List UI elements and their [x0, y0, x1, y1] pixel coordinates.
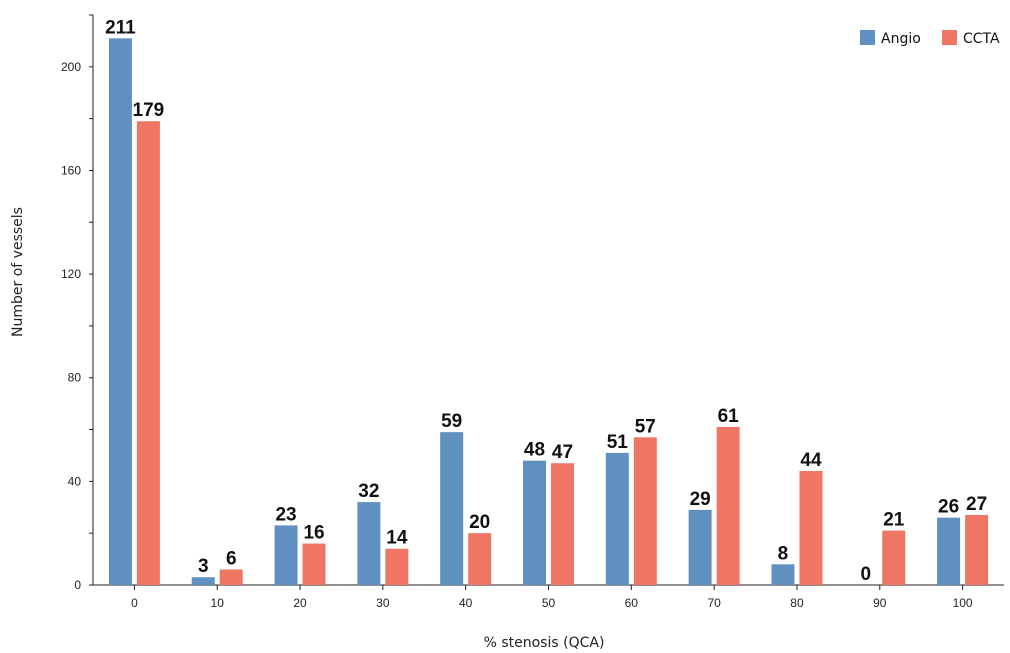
data-label-ccta-10: 6: [226, 548, 237, 569]
bar-ccta-80: [799, 471, 823, 585]
data-label-ccta-30: 14: [386, 528, 408, 549]
legend-label-angio: Angio: [881, 31, 921, 47]
data-label-angio-30: 32: [358, 481, 379, 502]
data-label-ccta-100: 27: [966, 494, 987, 515]
data-label-ccta-60: 57: [635, 416, 656, 437]
bar-ccta-20: [302, 543, 326, 585]
data-label-ccta-80: 44: [800, 450, 822, 471]
y-tick-label: 120: [61, 267, 81, 281]
x-tick-label: 100: [953, 596, 973, 610]
x-tick-label: 10: [211, 596, 225, 610]
bar-angio-10: [191, 577, 215, 585]
y-tick-label: 0: [74, 578, 81, 592]
bar-ccta-60: [633, 437, 657, 585]
bar-ccta-90: [882, 530, 906, 585]
legend: Angio CCTA: [860, 30, 1000, 47]
y-axis-title: Number of vessels: [10, 207, 26, 337]
data-label-angio-80: 8: [778, 543, 789, 564]
y-tick-label: 160: [61, 163, 81, 177]
x-axis: 0 10 20 30 40 50 60 70 80 90 100: [93, 584, 1004, 610]
bar-angio-100: [937, 517, 961, 585]
data-label-angio-100: 26: [938, 497, 959, 518]
data-label-ccta-0: 179: [133, 100, 165, 121]
x-tick-label: 0: [131, 596, 138, 610]
legend-label-ccta: CCTA: [963, 31, 1000, 47]
x-tick-label: 90: [873, 596, 887, 610]
x-tick-label: 80: [790, 596, 804, 610]
data-label-angio-90: 0: [860, 564, 871, 585]
y-tick-label: 40: [68, 474, 82, 488]
data-label-angio-60: 51: [607, 432, 629, 453]
bar-ccta-70: [716, 426, 740, 585]
data-label-ccta-70: 61: [718, 406, 740, 427]
data-label-angio-70: 29: [690, 489, 711, 510]
y-tick-label: 80: [68, 371, 82, 385]
data-label-ccta-50: 47: [552, 442, 573, 463]
data-label-angio-20: 23: [275, 504, 296, 525]
bar-angio-70: [688, 509, 712, 585]
y-axis: 0 40 80 120 160 200: [61, 14, 94, 592]
data-label-angio-10: 3: [198, 556, 209, 577]
x-tick-label: 60: [625, 596, 639, 610]
bar-angio-30: [357, 502, 381, 585]
bar-angio-20: [274, 525, 298, 585]
x-tick-label: 70: [707, 596, 721, 610]
data-label-angio-40: 59: [441, 411, 462, 432]
data-label-ccta-90: 21: [883, 510, 905, 531]
x-tick-label: 50: [542, 596, 556, 610]
x-tick-label: 20: [293, 596, 307, 610]
data-labels: 211 179 3 6 23 16 32 14 59 20 48 47 51 57 29 61 8 44 0 21 26…: [105, 17, 987, 585]
bars: [108, 38, 989, 586]
bar-angio-50: [523, 460, 546, 585]
data-label-ccta-40: 20: [469, 512, 490, 533]
x-axis-title: % stenosis (QCA): [484, 635, 605, 651]
data-label-angio-0: 211: [105, 17, 136, 38]
bar-ccta-40: [468, 533, 492, 585]
data-label-ccta-20: 16: [303, 523, 324, 544]
bar-angio-0: [108, 38, 132, 586]
bar-angio-40: [440, 432, 464, 585]
x-tick-label: 30: [376, 596, 390, 610]
legend-swatch-angio: [860, 30, 875, 45]
bar-ccta-30: [385, 548, 409, 585]
bar-ccta-100: [965, 515, 989, 585]
bar-ccta-0: [136, 121, 160, 586]
y-tick-label: 200: [61, 60, 81, 74]
x-tick-label: 40: [459, 596, 473, 610]
data-label-angio-50: 48: [524, 440, 545, 461]
bar-angio-60: [605, 452, 629, 585]
bar-ccta-10: [219, 569, 243, 585]
legend-swatch-ccta: [942, 30, 957, 45]
bar-ccta-50: [551, 463, 574, 585]
bar-angio-80: [771, 564, 795, 585]
